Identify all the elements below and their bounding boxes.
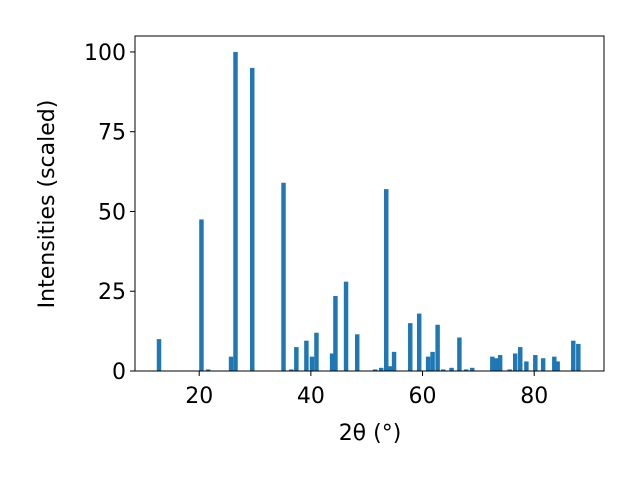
bar [555, 361, 560, 371]
bar [470, 367, 475, 371]
plot-frame [134, 35, 605, 372]
y-tick-label: 50 [98, 200, 126, 225]
bar [425, 356, 431, 371]
bar [540, 358, 546, 371]
bar [329, 353, 335, 371]
bar [416, 313, 422, 371]
bar [228, 356, 234, 371]
bar [430, 351, 435, 371]
bar [449, 367, 454, 371]
bar [387, 366, 393, 371]
bar [457, 337, 462, 371]
y-tick-label: 0 [112, 360, 126, 385]
bar [440, 369, 446, 371]
bar [512, 353, 518, 371]
bar [494, 358, 499, 371]
bar [533, 355, 538, 371]
y-tick-label: 25 [98, 280, 126, 305]
bar [552, 356, 557, 371]
bar [314, 332, 319, 371]
bar [507, 369, 512, 371]
bar [524, 361, 529, 371]
bar [354, 334, 360, 371]
y-tick-label: 100 [84, 41, 126, 66]
bar [333, 296, 338, 371]
bar [199, 219, 204, 371]
bar [384, 189, 389, 371]
bar [463, 369, 469, 371]
bar [571, 340, 576, 371]
bar [343, 281, 349, 371]
bar [294, 347, 299, 371]
x-tick-label: 40 [297, 384, 325, 409]
bar [250, 67, 255, 372]
bar [518, 347, 523, 371]
bar [233, 51, 238, 371]
bar [408, 323, 413, 371]
x-tick-label: 20 [185, 384, 213, 409]
y-axis-label: Intensities (scaled) [35, 100, 60, 309]
x-tick-label: 80 [520, 384, 548, 409]
bar [391, 351, 397, 371]
bar [281, 182, 286, 371]
bar [304, 340, 309, 371]
y-tick-label: 75 [98, 121, 126, 146]
bar [289, 369, 294, 371]
x-tick-label: 60 [409, 384, 437, 409]
bar [372, 369, 378, 371]
bar [435, 324, 440, 371]
bar [309, 356, 315, 371]
bar [156, 339, 162, 371]
x-axis-label: 2θ (°) [339, 421, 402, 446]
bar [205, 369, 211, 371]
bar [490, 356, 495, 371]
bar [378, 367, 384, 371]
bar [497, 355, 503, 371]
bar [576, 343, 581, 371]
